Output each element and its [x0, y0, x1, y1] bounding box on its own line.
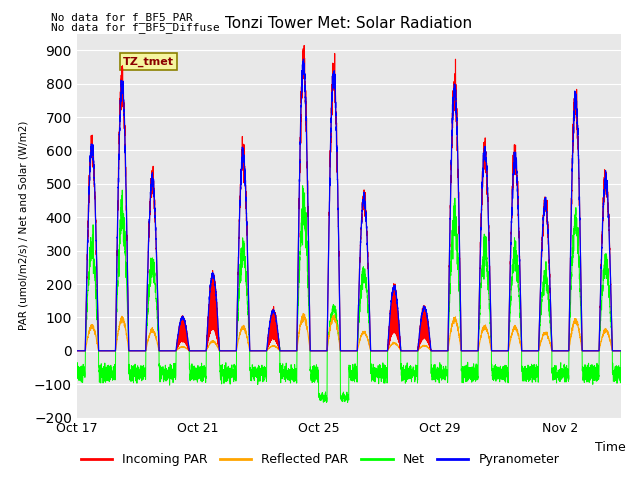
Text: TZ_tmet: TZ_tmet	[123, 56, 174, 67]
X-axis label: Time: Time	[595, 441, 626, 454]
Text: No data for f_BF5_Diffuse: No data for f_BF5_Diffuse	[51, 22, 220, 33]
Legend: Incoming PAR, Reflected PAR, Net, Pyranometer: Incoming PAR, Reflected PAR, Net, Pyrano…	[76, 448, 564, 471]
Title: Tonzi Tower Met: Solar Radiation: Tonzi Tower Met: Solar Radiation	[225, 16, 472, 31]
Text: No data for f_BF5_PAR: No data for f_BF5_PAR	[51, 12, 193, 23]
Y-axis label: PAR (umol/m2/s) / Net and Solar (W/m2): PAR (umol/m2/s) / Net and Solar (W/m2)	[19, 121, 28, 330]
